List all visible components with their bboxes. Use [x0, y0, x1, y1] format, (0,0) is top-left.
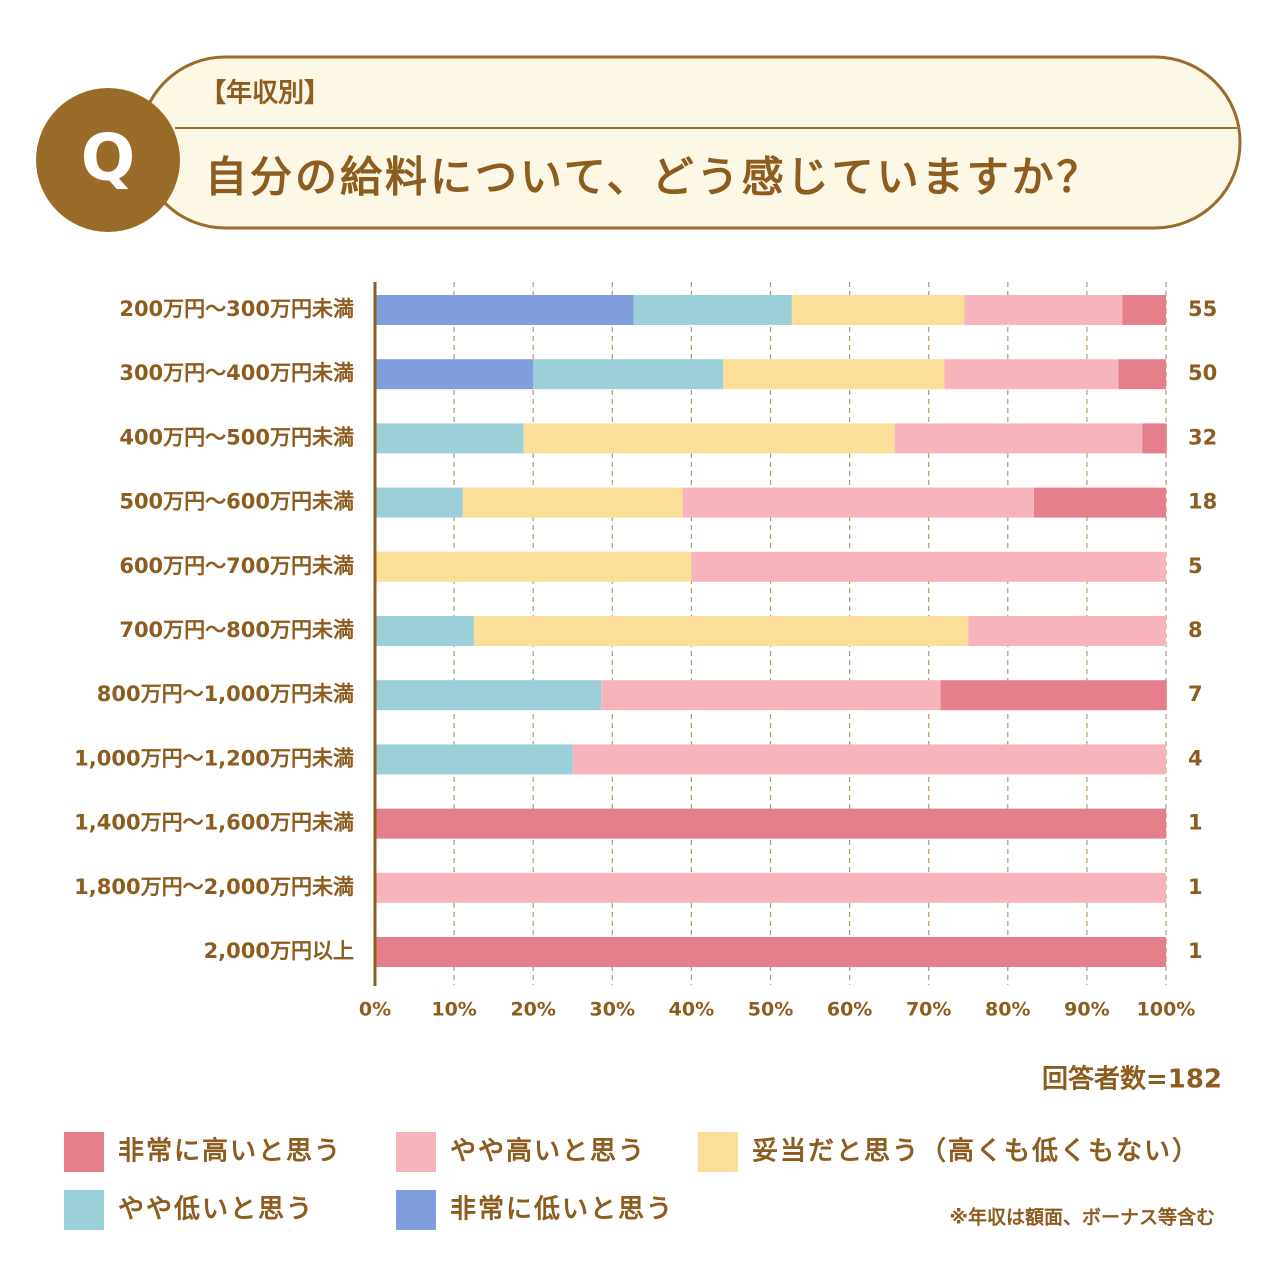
legend-label: 妥当だと思う（高くも低くもない） [752, 1136, 1200, 1167]
y-tick-label: 1,800万円〜2,000万円未満 [74, 875, 354, 899]
legend-swatch [396, 1132, 436, 1172]
count-label: 1 [1188, 875, 1203, 899]
x-tick-label: 50% [748, 999, 793, 1021]
y-tick-label: 1,000万円〜1,200万円未満 [74, 746, 354, 770]
bar-segment [723, 359, 945, 390]
badge-circle [36, 88, 180, 232]
x-tick-label: 100% [1137, 999, 1196, 1021]
respondents: 回答者数=182 [1042, 1064, 1222, 1095]
legend-label: 非常に低いと思う [450, 1195, 674, 1225]
count-label: 18 [1188, 490, 1217, 514]
legend-swatch [64, 1132, 104, 1172]
bar-segment [691, 551, 1166, 582]
y-tick-label: 2,000万円以上 [204, 939, 354, 963]
bar-segment [1142, 423, 1167, 454]
bar-segment [601, 680, 941, 711]
legend-label: やや高いと思う [450, 1136, 646, 1167]
bar-segment [682, 487, 1034, 518]
bar-segment [533, 359, 724, 390]
count-label: 32 [1188, 425, 1217, 449]
bar-segment [462, 487, 683, 518]
bar-segment [791, 295, 965, 325]
y-tick-label: 800万円〜1,000万円未満 [97, 682, 354, 706]
x-tick-label: 20% [510, 999, 555, 1021]
y-tick-label: 600万円〜700万円未満 [119, 554, 354, 578]
bar-segment [375, 680, 602, 711]
bar-segment [375, 423, 524, 454]
legend-label: 非常に高いと思う [118, 1136, 342, 1167]
bar-segment [1033, 487, 1166, 518]
bar-segment [1118, 359, 1166, 390]
bar-segment [375, 359, 534, 390]
x-tick-label: 90% [1064, 999, 1109, 1021]
bar-segment [940, 680, 1167, 711]
x-tick-label: 40% [669, 999, 714, 1021]
bar-segment [968, 616, 1166, 646]
bar-segment [375, 872, 1166, 903]
y-tick-label: 200万円〜300万円未満 [119, 297, 354, 321]
badge: Q [81, 122, 135, 196]
y-tick-label: 300万円〜400万円未満 [119, 361, 354, 385]
footnote: ※年収は額面、ボーナス等含む [950, 1206, 1215, 1229]
count-label: 50 [1188, 361, 1217, 385]
legend-label: やや低いと思う [118, 1195, 314, 1225]
legend-swatch [698, 1132, 738, 1172]
count-label: 5 [1188, 554, 1203, 578]
bar-segment [375, 551, 692, 582]
y-tick-label: 1,400万円〜1,600万円未満 [74, 811, 354, 835]
x-tick-label: 30% [590, 999, 635, 1021]
legend-swatch [396, 1190, 436, 1230]
x-tick-label: 0% [359, 999, 391, 1021]
legend-swatch [64, 1190, 104, 1230]
bar-segment [375, 744, 573, 775]
count-label: 55 [1188, 297, 1217, 321]
bar-segment [523, 423, 895, 454]
y-tick-label: 500万円〜600万円未満 [119, 490, 354, 514]
bar-segment [633, 295, 792, 325]
x-tick-label: 70% [906, 999, 951, 1021]
bar-segment [375, 487, 463, 518]
bar-segment [375, 937, 1166, 967]
header-tag: 【年収別】 [200, 78, 330, 109]
x-tick-label: 60% [827, 999, 872, 1021]
bar-segment [375, 295, 634, 325]
y-tick-label: 400万円〜500万円未満 [119, 425, 354, 449]
bar-segment [964, 295, 1123, 325]
y-tick-label: 700万円〜800万円未満 [119, 618, 354, 642]
count-label: 1 [1188, 939, 1203, 963]
count-label: 4 [1188, 746, 1203, 770]
bar-segment [894, 423, 1143, 454]
bar-segment [1122, 295, 1166, 325]
bar-segment [375, 808, 1166, 839]
bar-segment [473, 616, 969, 646]
x-tick-label: 80% [985, 999, 1030, 1021]
x-tick-label: 10% [431, 999, 476, 1021]
count-label: 1 [1188, 811, 1203, 835]
count-label: 8 [1188, 618, 1203, 642]
bar-segment [375, 616, 474, 646]
count-label: 7 [1188, 682, 1203, 706]
header-title: 自分の給料について、どう感じていますか？ [205, 153, 1102, 202]
bar-segment [572, 744, 1166, 775]
bar-segment [944, 359, 1119, 390]
